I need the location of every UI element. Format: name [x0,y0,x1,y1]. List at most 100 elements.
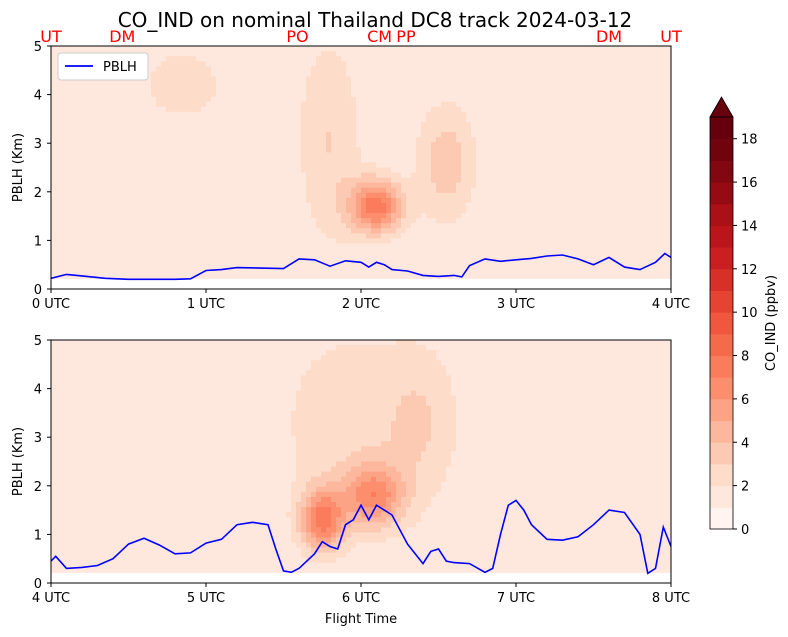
field-cell [91,177,97,184]
field-cell [396,152,402,158]
field-cell [56,86,62,93]
field-cell [656,71,662,77]
field-cell [301,243,307,250]
field-cell [386,142,392,148]
field-cell [491,147,497,153]
field-cell [561,61,567,67]
field-cell [161,238,167,245]
field-cell [156,132,162,138]
field-cell [211,152,217,158]
field-cell [666,197,671,204]
field-cell [101,96,107,103]
field-cell [141,132,147,138]
field-cell [116,223,122,229]
field-cell [511,233,517,239]
field-cell [316,101,322,108]
field-cell [271,91,277,98]
field-cell [281,66,287,72]
field-cell [181,208,187,214]
field-cell [596,111,602,118]
field-cell [416,66,422,72]
field-cell [236,132,242,138]
field-cell [161,101,167,108]
field-cell [221,116,227,123]
field-cell [661,66,667,72]
field-cell [326,132,332,138]
field-cell [546,147,552,153]
field-cell [606,162,612,169]
field-cell [176,132,182,138]
field-cell [101,91,107,98]
field-cell [496,61,502,67]
field-cell [181,81,187,88]
field-cell [296,152,302,158]
field-cell [216,157,222,164]
field-cell [281,46,287,52]
field-cell [436,46,442,52]
field-cell [561,71,567,77]
field-cell [341,208,347,214]
field-cell [616,121,622,128]
field-cell [441,157,447,164]
field-cell [646,182,652,189]
field-cell [51,177,57,184]
field-cell [596,76,602,83]
field-cell [206,71,212,77]
field-cell [141,248,147,255]
field-cell [641,202,647,209]
field-cell [471,152,477,158]
field-cell [386,172,392,179]
field-cell [456,177,462,184]
field-cell [186,182,192,189]
field-cell [631,202,637,209]
field-cell [266,182,272,189]
field-cell [276,121,282,128]
field-cell [351,101,357,108]
field-cell [266,157,272,164]
field-cell [256,56,262,62]
field-cell [101,106,107,113]
field-cell [456,127,462,133]
field-cell [611,147,617,153]
field-cell [646,238,652,245]
field-cell [521,202,527,209]
field-cell [391,213,397,219]
field-cell [381,213,387,219]
field-cell [521,86,527,93]
field-cell [426,167,432,174]
field-cell [111,187,117,194]
field-cell [56,101,62,108]
field-cell [626,127,632,133]
field-cell [611,81,617,88]
field-cell [71,152,77,158]
field-cell [576,172,582,179]
field-cell [506,127,512,133]
field-cell [636,132,642,138]
field-cell [81,243,87,250]
field-cell [431,157,437,164]
field-cell [251,177,257,184]
field-cell [666,71,671,77]
field-cell [431,167,437,174]
field-cell [541,142,547,148]
field-cell [126,46,132,52]
field-cell [336,208,342,214]
field-cell [146,61,152,67]
field-cell [161,218,167,224]
field-cell [131,81,137,88]
field-cell [181,137,187,143]
field-cell [346,76,352,83]
field-cell [161,192,167,199]
field-cell [376,228,382,234]
field-cell [56,142,62,148]
field-cell [551,101,557,108]
field-cell [66,142,72,148]
field-cell [356,142,362,148]
field-cell [361,71,367,77]
field-cell [56,187,62,194]
field-cell [326,208,332,214]
field-cell [91,208,97,214]
field-cell [356,202,362,209]
field-cell [561,76,567,83]
field-cell [516,86,522,93]
